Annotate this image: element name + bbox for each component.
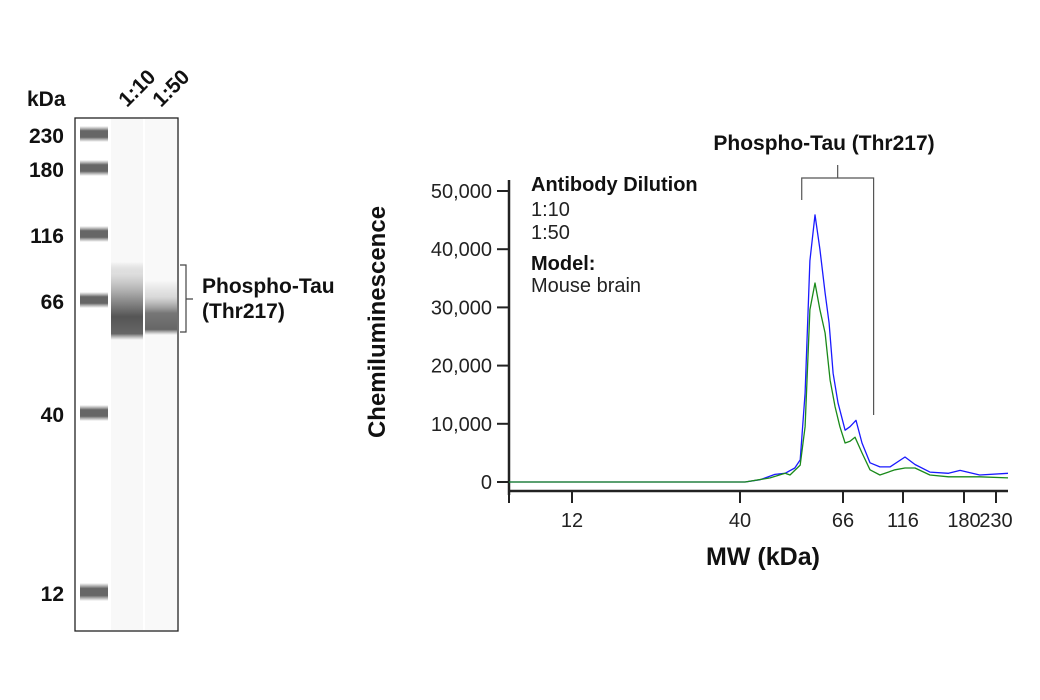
y-tick-label: 10,000: [431, 414, 492, 436]
chart-panel: Phospho-Tau (Thr217) Chemiluminescence M…: [364, 132, 1013, 571]
x-tick-label: 180: [947, 510, 980, 532]
legend-entry-1-10: 1:10: [531, 199, 570, 221]
chart-annotation-title: Phospho-Tau (Thr217): [713, 132, 934, 155]
ladder-band-116: [80, 226, 108, 242]
y-axis-label: Chemiluminescence: [364, 206, 391, 438]
ladder-label: 12: [41, 583, 64, 606]
x-axis-label: MW (kDa): [706, 543, 820, 571]
ladder-label: 230: [29, 125, 64, 148]
ladder-band-230: [80, 126, 108, 142]
y-tick-label: 30,000: [431, 297, 492, 319]
gel-bracket: [180, 264, 193, 333]
legend-model-label: Model:: [531, 253, 595, 275]
legend: Antibody Dilution 1:10 1:50 Model: Mouse…: [531, 174, 698, 297]
ladder-band-40: [80, 405, 108, 421]
gel-target-label-line2: (Thr217): [202, 300, 285, 323]
annotation-bracket: [801, 165, 875, 415]
ladder: [80, 126, 108, 601]
ladder-band-180: [80, 160, 108, 176]
y-tick-label: 50,000: [431, 181, 492, 203]
series-lines: [509, 214, 1009, 483]
ladder-label: 180: [29, 159, 64, 182]
y-tick-label: 0: [481, 472, 492, 494]
gel-target-label-line1: Phospho-Tau: [202, 275, 335, 298]
y-tick-label: 20,000: [431, 356, 492, 378]
x-tick-label: 116: [887, 510, 919, 532]
lane-1: [111, 119, 143, 630]
lane-2: [145, 119, 177, 630]
lane-label-1: 1:10: [114, 66, 160, 112]
ladder-label: 116: [30, 225, 64, 248]
x-tick-label: 40: [729, 510, 751, 532]
y-tick-label: 40,000: [431, 239, 492, 261]
gel-panel: kDa 1:10 1:50 230 180 116 66 40 12 Phosp…: [27, 66, 335, 632]
kda-unit-label: kDa: [27, 88, 66, 111]
ladder-label: 66: [41, 291, 64, 314]
tau-band-lane-2: [145, 280, 177, 335]
ladder-band-12: [80, 583, 108, 601]
legend-model-value: Mouse brain: [531, 275, 641, 297]
tau-band-lane-1: [111, 262, 143, 340]
x-tick-label: 66: [832, 510, 854, 532]
series-line-1-50: [509, 282, 1009, 483]
x-tick-label: 12: [561, 510, 583, 532]
axes: 0 10,000 20,000 30,000 40,000 50,000 12 40 66 116…: [431, 180, 1013, 532]
legend-title: Antibody Dilution: [531, 174, 698, 196]
legend-entry-1-50: 1:50: [531, 222, 570, 244]
series-line-1-10: [509, 214, 1009, 483]
x-tick-label: 230: [979, 510, 1012, 532]
lane-label-2: 1:50: [148, 66, 194, 112]
ladder-band-66: [80, 292, 108, 308]
ladder-label: 40: [41, 404, 64, 427]
annotation-bracket-line: [801, 165, 875, 415]
